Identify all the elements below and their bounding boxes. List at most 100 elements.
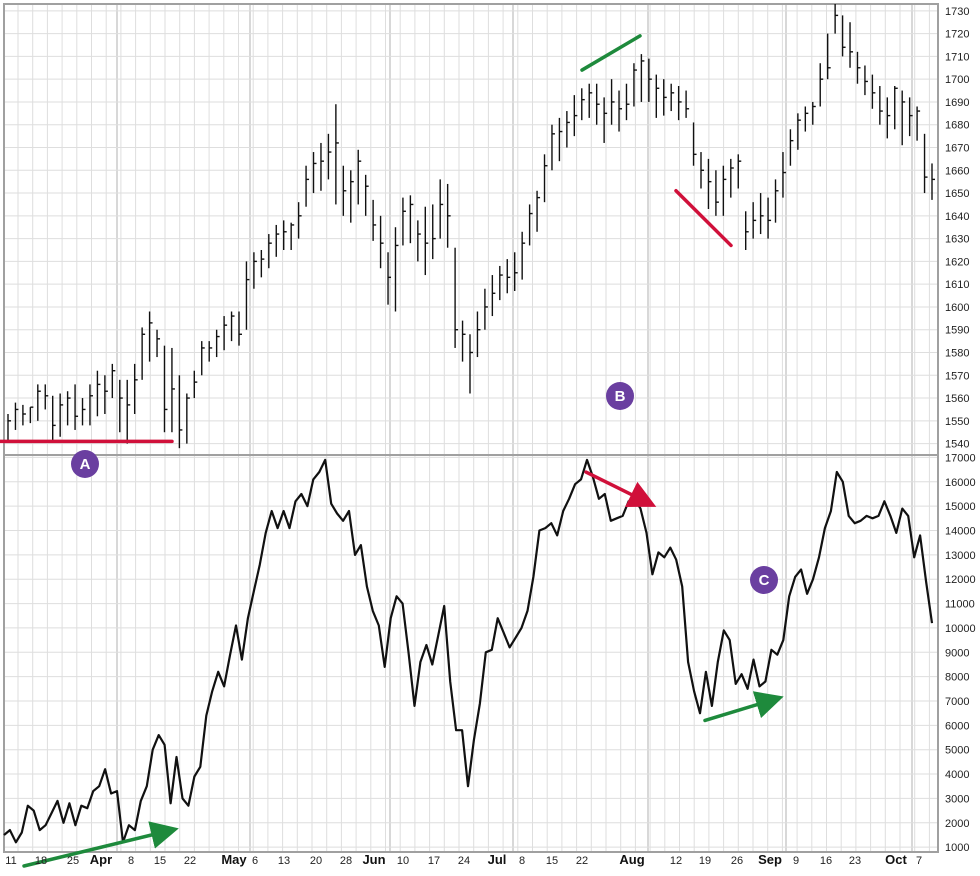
x-tick-label: 11 [5,855,16,867]
price-bar [566,111,570,148]
price-bar [484,288,488,330]
price-bar [275,224,280,257]
price-bar [730,158,734,198]
price-bar [752,202,757,239]
marker-circle [71,450,99,478]
y-tick-label-bottom: 9000 [945,647,969,659]
y-tick-label-top: 1680 [945,120,969,132]
price-bar [461,320,466,362]
price-bar [581,88,585,121]
price-bar [223,316,228,351]
price-bar [283,220,287,250]
x-tick-label: May [221,852,247,867]
price-bar [327,133,332,180]
y-tick-label-top: 1730 [945,6,969,18]
price-bar [29,406,34,424]
x-tick-label: Jun [362,852,385,867]
marker-circle [750,566,778,594]
y-tick-label-top: 1610 [945,279,969,291]
y-tick-label-bottom: 7000 [945,696,969,708]
price-bar [126,379,131,444]
y-tick-label-top: 1670 [945,143,969,155]
y-tick-label-top: 1640 [945,211,969,223]
y-tick-label-bottom: 3000 [945,793,969,805]
price-bars [7,4,935,449]
y-tick-label-bottom: 15000 [945,501,976,513]
y-tick-label-bottom: 5000 [945,745,969,757]
price-bar [81,398,86,426]
price-bar [312,152,317,194]
price-bar [119,379,123,433]
x-tick-label: 15 [546,855,558,867]
indicator-line [3,458,934,844]
price-bar [268,234,272,269]
price-bar [901,90,906,146]
y-tick-label-top: 1580 [945,348,969,360]
trendline-green [22,821,179,868]
y-tick-label-top: 1650 [945,188,969,200]
x-tick-label: 10 [397,855,409,867]
price-bar [871,74,876,109]
price-bar [387,252,392,305]
price-bar [372,199,377,241]
price-bar [290,222,295,250]
price-bar [394,227,399,312]
price-bar [707,158,712,209]
price-bar [424,206,429,276]
indicator-series-line [3,458,934,844]
price-bar [148,311,153,362]
price-bar [856,51,861,84]
y-tick-label-bottom: 11000 [945,599,975,611]
x-tick-label: 18 [35,855,47,867]
marker-circle [606,382,634,410]
price-bar [514,252,518,291]
price-bar [208,341,213,362]
price-bar [156,329,161,358]
price-bar [774,179,779,223]
y-tick-label-bottom: 12000 [945,574,976,586]
price-bar [782,152,786,198]
price-bar [722,165,727,216]
trendline-red [674,189,733,248]
x-tick-label: 22 [576,855,588,867]
price-bar [700,152,704,189]
price-bar [819,63,824,107]
y-tick-label-top: 1570 [945,370,969,382]
price-bar [491,275,496,317]
y-tick-label-bottom: 10000 [945,623,976,635]
price-bar [245,261,250,330]
y-tick-label-top: 1600 [945,302,969,314]
price-bar [789,129,794,166]
markers: A B C [71,382,778,594]
price-bar [335,104,339,205]
price-bar [521,231,526,280]
y-tick-label-bottom: 8000 [945,672,969,684]
y-tick-label-bottom: 14000 [945,526,976,538]
price-bar [305,165,310,207]
price-bar [931,163,935,200]
price-bar [178,375,183,449]
price-bar [260,250,265,278]
price-bar [879,86,883,125]
price-bar [96,370,101,417]
y-tick-label-top: 1590 [945,325,969,337]
frame-layer [3,3,939,853]
top-panel-frame [3,3,939,456]
price-bar [916,106,921,141]
price-bar [439,179,444,239]
price-bar [215,329,220,358]
y-tick-label-bottom: 16000 [945,477,976,489]
marker-a: A [71,450,99,478]
x-tick-label: 12 [670,855,682,867]
axis-labels: 1540155015601570158015901600161016201630… [5,6,975,867]
x-tick-label: Aug [619,852,644,867]
y-tick-label-bottom: 6000 [945,720,969,732]
x-tick-label: Oct [885,852,907,867]
y-tick-label-top: 1620 [945,256,969,268]
y-tick-label-bottom: 1000 [945,842,969,854]
price-bar [499,265,503,301]
y-tick-label-top: 1720 [945,29,969,41]
price-bar [454,247,459,348]
y-tick-label-top: 1550 [945,416,969,428]
marker-label: B [615,388,626,405]
